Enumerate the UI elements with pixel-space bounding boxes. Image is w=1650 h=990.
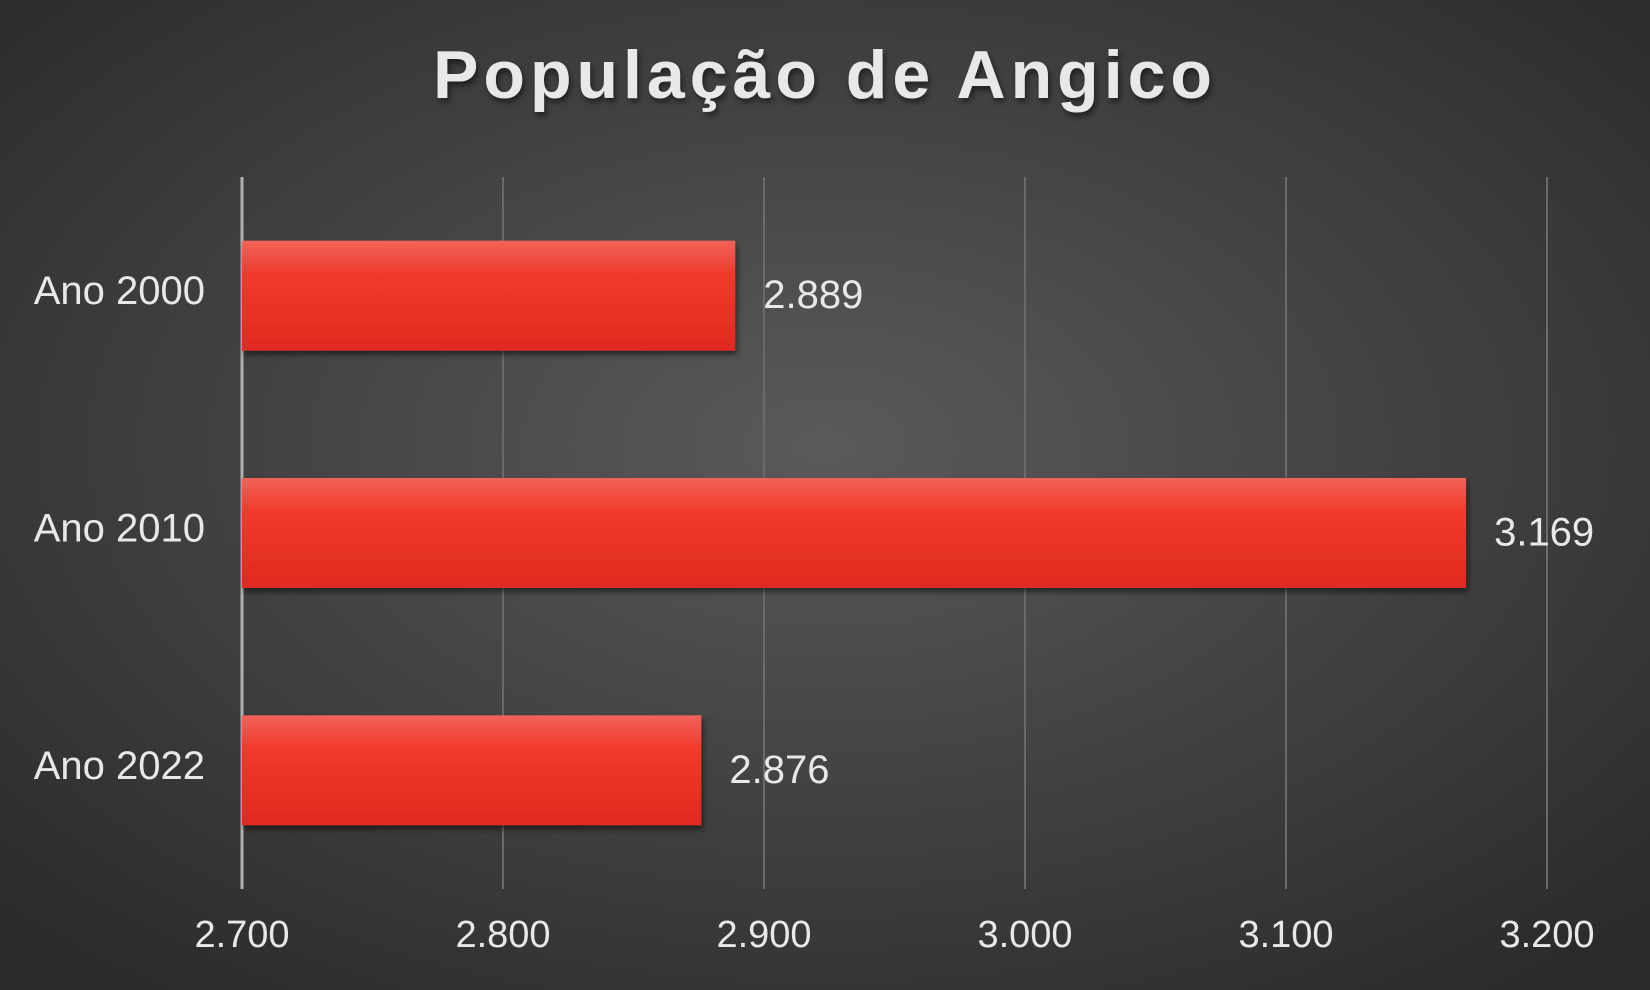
chart-title: População de Angico — [433, 37, 1217, 113]
x-tick-label: 3.000 — [977, 914, 1072, 956]
x-tick-label: 3.200 — [1499, 914, 1594, 956]
value-label: 3.169 — [1494, 511, 1594, 555]
x-tick-label: 2.700 — [194, 914, 289, 956]
x-tick-label: 2.900 — [716, 914, 811, 956]
y-tick-label: Ano 2010 — [34, 507, 205, 551]
bar — [242, 478, 1467, 588]
y-tick-label: Ano 2000 — [34, 269, 205, 313]
value-label: 2.889 — [763, 273, 863, 317]
bar — [242, 715, 702, 826]
x-tick-label: 2.800 — [455, 914, 550, 956]
x-tick-label: 3.100 — [1238, 914, 1333, 956]
bar — [242, 240, 736, 351]
value-label: 2.876 — [729, 748, 829, 792]
y-tick-label: Ano 2022 — [34, 744, 205, 788]
